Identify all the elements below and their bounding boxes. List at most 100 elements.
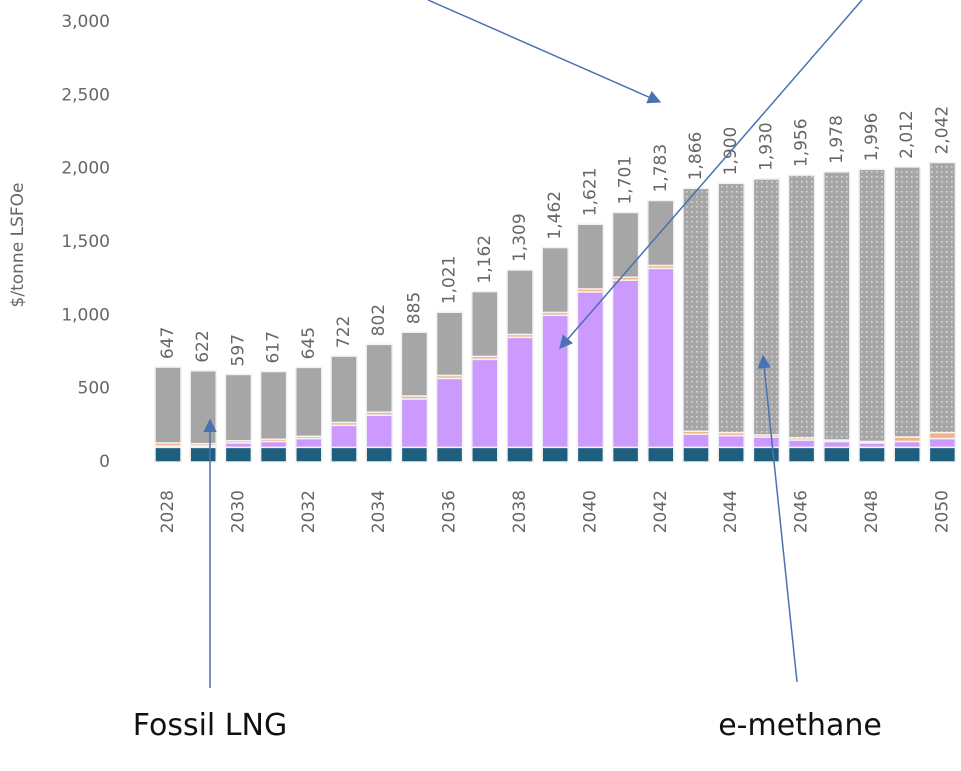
bar-segment	[224, 373, 253, 442]
bar-segment	[893, 440, 921, 449]
total-label: 1,462	[545, 191, 565, 240]
bar-segment	[189, 446, 217, 463]
bar-segment	[400, 331, 429, 397]
x-tick-label: 2036	[440, 490, 460, 533]
y-tick-label: 2,500	[61, 85, 110, 105]
bar-segment	[400, 398, 429, 449]
annotation: Fossil LNG	[133, 708, 287, 743]
bar-segment	[435, 377, 464, 449]
bar-segment	[928, 446, 957, 463]
bar-segment	[471, 358, 499, 449]
x-tick-label: 2032	[299, 490, 319, 533]
total-label: 1,621	[580, 168, 600, 217]
x-tick-label: 2046	[792, 490, 812, 533]
bar-segment	[611, 446, 640, 463]
total-label: 645	[299, 327, 319, 359]
y-tick-label: 2,000	[61, 159, 110, 179]
bar-segment	[541, 314, 569, 449]
bar-segment	[823, 440, 851, 449]
x-tick-label: 2050	[932, 490, 952, 533]
arrow	[559, 0, 863, 350]
arrow	[427, 0, 662, 104]
bar-segment	[541, 246, 569, 314]
bar-segment	[858, 446, 886, 463]
bar-segment	[893, 446, 921, 463]
total-label: 1,309	[510, 213, 530, 262]
bar-segment	[928, 437, 957, 449]
bar-segment	[717, 446, 745, 463]
plot-area: 0 500 1,000 1,500 2,000 2,500 3,000 647 2028 622 5…	[61, 12, 957, 533]
bar-segment	[365, 446, 393, 463]
bar-segment	[224, 446, 253, 463]
x-tick-label: 2038	[510, 490, 530, 533]
bar-segment	[823, 171, 851, 441]
total-label: 885	[404, 292, 424, 324]
bar-segment	[330, 424, 358, 449]
total-label: 1,930	[756, 122, 776, 171]
bar-segment	[259, 440, 288, 449]
y-tick-label: 1,000	[61, 305, 110, 325]
bar-segment	[295, 437, 323, 449]
bar-segment	[471, 290, 499, 358]
bar-segment	[506, 446, 534, 463]
bar-segment	[682, 187, 710, 432]
x-tick-label: 2048	[862, 490, 882, 533]
total-label: 2,042	[932, 106, 952, 155]
bar-segment	[295, 446, 323, 463]
y-tick-label: 3,000	[61, 12, 110, 32]
bar-segment	[541, 446, 569, 463]
x-tick-label: 2034	[369, 490, 389, 533]
total-label: 1,996	[862, 113, 882, 162]
total-label: 647	[158, 327, 178, 359]
x-tick-label: 2044	[721, 490, 741, 533]
bar-segment	[365, 414, 393, 449]
total-label: 1,978	[827, 115, 847, 164]
bar-segment	[576, 223, 605, 290]
bar-segment	[330, 355, 358, 424]
y-tick-label: 500	[78, 379, 110, 399]
bar-segment	[647, 267, 675, 449]
bar-segment	[435, 446, 464, 463]
total-label: 1,866	[686, 132, 706, 181]
total-label: 1,021	[440, 256, 460, 305]
bar-segment	[506, 336, 534, 449]
bar-segment	[787, 174, 816, 439]
bar-segment	[858, 168, 886, 443]
bar-segment	[893, 166, 921, 438]
x-tick-label: 2042	[651, 490, 671, 533]
bar-segment	[400, 446, 429, 463]
bar-segment	[154, 366, 182, 444]
bar-segment	[787, 446, 816, 463]
bar-segment	[717, 434, 745, 449]
x-tick-label: 2030	[228, 490, 248, 533]
total-label: 597	[228, 334, 248, 366]
bar-segment	[823, 446, 851, 463]
bar-segment	[752, 178, 781, 436]
bar-segment	[611, 211, 640, 278]
bar-segment	[295, 366, 323, 438]
total-label: 617	[264, 331, 284, 363]
bar-segment	[330, 446, 358, 463]
total-label: 1,783	[651, 144, 671, 193]
bar-segment	[752, 436, 781, 449]
bar-segment	[471, 446, 499, 463]
bar-segment	[259, 370, 288, 441]
x-tick-label: 2040	[580, 490, 600, 533]
x-tick-label: 2028	[158, 490, 178, 533]
bar-segment	[154, 446, 182, 463]
bar-segment	[189, 370, 217, 445]
bar-segment	[717, 182, 745, 434]
total-label: 1,701	[616, 156, 636, 205]
bar-segment	[506, 269, 534, 336]
total-label: 1,956	[792, 118, 812, 167]
bar-segment	[435, 311, 464, 377]
arrow	[757, 354, 798, 683]
bar-segment	[787, 439, 816, 449]
total-label: 622	[193, 330, 213, 362]
y-tick-label: 0	[99, 452, 110, 472]
bar-segment	[928, 431, 957, 440]
total-label: 802	[369, 304, 389, 336]
bar-segment	[365, 343, 393, 413]
